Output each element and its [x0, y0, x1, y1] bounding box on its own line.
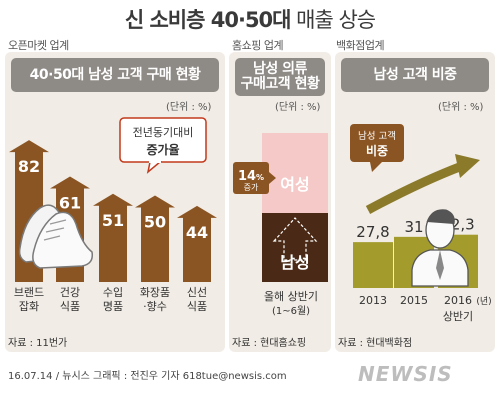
sneaker-lace-icon [43, 219, 67, 241]
category-sub-label: 상반기 [443, 310, 473, 323]
source-2: 자료 : 현대홈쇼핑 [232, 338, 307, 349]
category-label: 2016 [444, 294, 472, 307]
bar-5 [177, 205, 217, 282]
panel-title-line1: 남성 의류 [253, 61, 307, 77]
annotation-box [119, 117, 207, 163]
annotation-pointer-3 [370, 162, 382, 172]
category-label: 화장품 [140, 286, 170, 299]
panel-title-homeshopping: 남성 의류 구매고객 현황 [235, 58, 325, 96]
bar-3 [93, 193, 133, 282]
category-label: 명품 [103, 300, 123, 313]
source-1: 자료 : 11번가 [8, 338, 68, 349]
category-label: (1~6월) [272, 305, 310, 317]
category-label: 건강 [60, 286, 80, 299]
unit-label-2: (단위 : %) [275, 102, 321, 113]
annotation-line1: 전년동기대비 [133, 126, 194, 139]
annotation-box-3 [350, 124, 404, 162]
footer-credit: 16.07.14 / 뉴시스 그래픽 : 전진우 기자 618tue@newsi… [8, 371, 287, 382]
annotation-line2: 비중 [366, 143, 388, 158]
panel-title-line2: 구매고객 현황 [240, 76, 320, 92]
trend-arrow [365, 161, 464, 214]
section-label-department: 백화점업계 [336, 39, 385, 52]
annotation-pointer [146, 161, 163, 174]
increase-badge-pointer [269, 172, 276, 184]
section-label-homeshopping: 홈쇼핑 업계 [232, 39, 284, 52]
bar-value-label: 31 [404, 218, 423, 236]
bar-value-label: 82 [18, 157, 40, 176]
increase-text: 증가 [244, 183, 259, 192]
sneaker-icon [32, 211, 94, 269]
category-suffix: (년) [476, 296, 491, 307]
increase-arrow-outline [272, 217, 318, 261]
segment-label-female: 여성 [280, 175, 309, 194]
category-label: 신선 [187, 286, 207, 299]
category-label: 수입 [103, 286, 123, 299]
category-label: 올해 상반기 [264, 289, 318, 303]
segment-label-male: 남성 [280, 253, 309, 272]
annotation-pointer-mask [149, 159, 161, 163]
bar-4 [135, 195, 175, 282]
unit-label-3: (단위 : %) [438, 102, 484, 113]
annotation-line2: 증가율 [146, 142, 179, 157]
man-tie-icon [436, 250, 444, 280]
category-label: 브랜드 [14, 286, 44, 299]
category-label: ·향수 [143, 300, 167, 313]
man-hair-icon [426, 209, 455, 225]
source-3: 자료 : 현대백화점 [338, 338, 413, 349]
page-title: 신 소비층 40·50대 매출 상승 [0, 4, 500, 34]
increase-value: 14% [238, 169, 264, 184]
panel-title-openmarket: 40·50대 남성 고객 구매 현황 [11, 58, 219, 92]
newsis-logo: NEWSIS [358, 362, 453, 386]
category-label: 식품 [60, 300, 80, 313]
segment-male [262, 213, 328, 282]
category-label: 2015 [400, 294, 428, 307]
trend-arrowhead [455, 154, 480, 178]
bar-1 [353, 242, 393, 288]
unit-label-1: (단위 : %) [166, 102, 212, 113]
panel-title-department: 남성 고객 비중 [341, 58, 489, 92]
title-bold: 신 소비층 40·50대 [124, 8, 292, 32]
segment-female [262, 133, 328, 213]
bar-value-label: 51 [102, 211, 124, 230]
increase-badge [233, 162, 269, 194]
bar-value-label: 27,8 [356, 223, 389, 241]
category-label: 잡화 [19, 300, 39, 313]
category-label: 2013 [359, 294, 387, 307]
bar-value-label: 61 [59, 193, 81, 212]
bar-value-label: 50 [144, 213, 166, 232]
title-rest: 매출 상승 [290, 8, 376, 32]
bar-value-label: 44 [186, 223, 208, 242]
panel-department: 남성 고객 비중 [335, 52, 495, 352]
section-label-openmarket: 오픈마켓 업계 [8, 39, 69, 52]
annotation-line1: 남성 고객 [358, 131, 396, 142]
category-label: 식품 [187, 300, 207, 313]
